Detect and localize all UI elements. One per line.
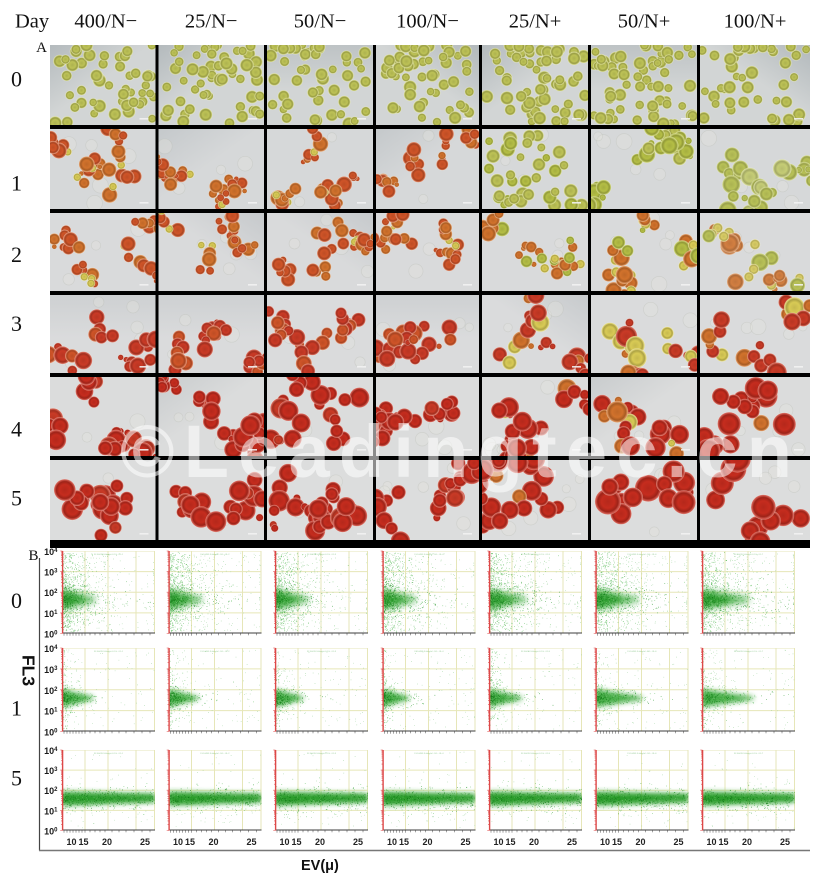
svg-text:FL3-H\FL3-Height LOG : 01-5: FL3-H\FL3-Height LOG : 01-5 (521, 650, 551, 653)
svg-text:50/N−: 50/N− (294, 11, 347, 33)
svg-text:100/N−: 100/N− (396, 11, 459, 33)
svg-text:10: 10 (279, 837, 289, 847)
svg-text:25/N+: 25/N+ (509, 11, 562, 33)
svg-text:100/N+: 100/N+ (724, 11, 787, 33)
svg-text:0: 0 (11, 588, 22, 613)
svg-text:10: 10 (600, 837, 610, 847)
svg-text:FL3-H\FL3-Height LOG : 01-4: FL3-H\FL3-Height LOG : 01-4 (415, 650, 445, 653)
svg-text:10: 10 (706, 837, 716, 847)
svg-text:FL3-H\FL3-Height LOG : 01-4: FL3-H\FL3-Height LOG : 01-4 (415, 553, 445, 556)
svg-text:100: 100 (44, 728, 58, 738)
svg-text:FL3-H\FL3-Height LOG : 01-1: FL3-H\FL3-Height LOG : 01-1 (94, 650, 124, 653)
svg-text:15: 15 (399, 837, 409, 847)
svg-text:2: 2 (11, 242, 22, 267)
svg-text:101: 101 (44, 707, 58, 717)
svg-text:20: 20 (315, 837, 325, 847)
svg-text:15: 15 (612, 837, 622, 847)
svg-text:5: 5 (11, 766, 22, 791)
svg-text:FL3-H\FL3-Height LOG : 01-6: FL3-H\FL3-Height LOG : 01-6 (628, 752, 658, 755)
svg-text:10: 10 (493, 837, 503, 847)
svg-text:103: 103 (44, 568, 58, 578)
svg-text:101: 101 (44, 806, 58, 816)
svg-text:25: 25 (567, 837, 577, 847)
svg-text:4: 4 (11, 417, 22, 442)
svg-text:EV(μ): EV(μ) (301, 858, 339, 874)
svg-text:10: 10 (387, 837, 397, 847)
svg-text:100: 100 (44, 630, 58, 640)
svg-text:101: 101 (44, 609, 58, 619)
svg-text:15: 15 (718, 837, 728, 847)
svg-text:15: 15 (505, 837, 515, 847)
svg-text:25: 25 (353, 837, 363, 847)
svg-text:1: 1 (11, 696, 22, 721)
svg-text:FL3-H\FL3-Height LOG : 01-2: FL3-H\FL3-Height LOG : 01-2 (201, 752, 231, 755)
svg-text:15: 15 (78, 837, 88, 847)
svg-text:FL3-H\FL3-Height LOG : 01-1: FL3-H\FL3-Height LOG : 01-1 (94, 553, 124, 556)
svg-text:100: 100 (44, 827, 58, 837)
svg-text:FL3-H\FL3-Height LOG : 01-3: FL3-H\FL3-Height LOG : 01-3 (307, 752, 337, 755)
svg-text:FL3-H\FL3-Height LOG : 01-6: FL3-H\FL3-Height LOG : 01-6 (628, 650, 658, 653)
svg-text:25: 25 (246, 837, 256, 847)
svg-text:104: 104 (44, 644, 58, 654)
svg-text:20: 20 (208, 837, 218, 847)
svg-text:103: 103 (44, 766, 58, 776)
svg-text:FL3-H\FL3-Height LOG : 01-4: FL3-H\FL3-Height LOG : 01-4 (415, 752, 445, 755)
svg-text:25: 25 (140, 837, 150, 847)
svg-text:FL3-H\FL3-Height LOG : 01-5: FL3-H\FL3-Height LOG : 01-5 (521, 553, 551, 556)
svg-text:102: 102 (44, 686, 58, 696)
svg-text:FL3-H\FL3-Height LOG : 01-7: FL3-H\FL3-Height LOG : 01-7 (734, 752, 764, 755)
svg-text:0: 0 (11, 67, 22, 92)
svg-text:FL3-H\FL3-Height LOG : 01-7: FL3-H\FL3-Height LOG : 01-7 (734, 553, 764, 556)
svg-text:FL3-H\FL3-Height LOG : 01-2: FL3-H\FL3-Height LOG : 01-2 (201, 553, 231, 556)
svg-text:20: 20 (742, 837, 752, 847)
svg-text:20: 20 (102, 837, 112, 847)
svg-text:104: 104 (44, 746, 58, 756)
svg-text:103: 103 (44, 665, 58, 675)
svg-text:FL3-H\FL3-Height LOG : 01-6: FL3-H\FL3-Height LOG : 01-6 (628, 553, 658, 556)
svg-text:B: B (28, 548, 38, 564)
svg-text:102: 102 (44, 786, 58, 796)
svg-text:FL3-H\FL3-Height LOG : 01-5: FL3-H\FL3-Height LOG : 01-5 (521, 752, 551, 755)
svg-text:10: 10 (66, 837, 76, 847)
svg-text:FL3: FL3 (19, 655, 39, 686)
svg-text:FL3-H\FL3-Height LOG : 01-7: FL3-H\FL3-Height LOG : 01-7 (734, 650, 764, 653)
svg-text:FL3-H\FL3-Height LOG : 01-3: FL3-H\FL3-Height LOG : 01-3 (307, 553, 337, 556)
svg-text:A: A (36, 40, 47, 56)
svg-text:FL3-H\FL3-Height LOG : 01-3: FL3-H\FL3-Height LOG : 01-3 (307, 650, 337, 653)
svg-text:25: 25 (673, 837, 683, 847)
svg-text:FL3-H\FL3-Height LOG : 01-2: FL3-H\FL3-Height LOG : 01-2 (201, 650, 231, 653)
svg-text:25: 25 (460, 837, 470, 847)
svg-text:50/N+: 50/N+ (618, 11, 671, 33)
svg-text:15: 15 (185, 837, 195, 847)
svg-text:25/N−: 25/N− (185, 11, 238, 33)
svg-text:15: 15 (291, 837, 301, 847)
svg-text:5: 5 (11, 486, 22, 511)
svg-text:20: 20 (529, 837, 539, 847)
svg-text:10: 10 (173, 837, 183, 847)
svg-text:1: 1 (11, 171, 22, 196)
svg-text:25: 25 (780, 837, 790, 847)
svg-text:104: 104 (44, 547, 58, 557)
svg-text:20: 20 (635, 837, 645, 847)
svg-text:Day: Day (15, 11, 50, 33)
svg-text:400/N−: 400/N− (74, 11, 137, 33)
svg-text:102: 102 (44, 588, 58, 598)
svg-text:FL3-H\FL3-Height LOG : 01-1: FL3-H\FL3-Height LOG : 01-1 (94, 752, 124, 755)
svg-text:3: 3 (11, 311, 22, 336)
svg-text:20: 20 (422, 837, 432, 847)
